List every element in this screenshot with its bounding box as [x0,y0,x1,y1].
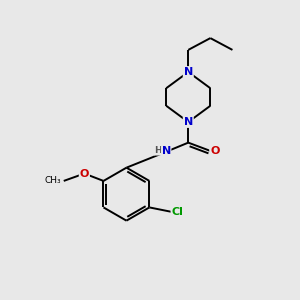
Text: N: N [162,146,171,157]
Text: O: O [210,146,220,157]
Text: O: O [80,169,89,178]
Text: Cl: Cl [171,207,183,217]
Text: CH₃: CH₃ [44,176,61,185]
Text: H: H [154,146,162,155]
Text: N: N [184,67,193,77]
Text: N: N [184,117,193,127]
